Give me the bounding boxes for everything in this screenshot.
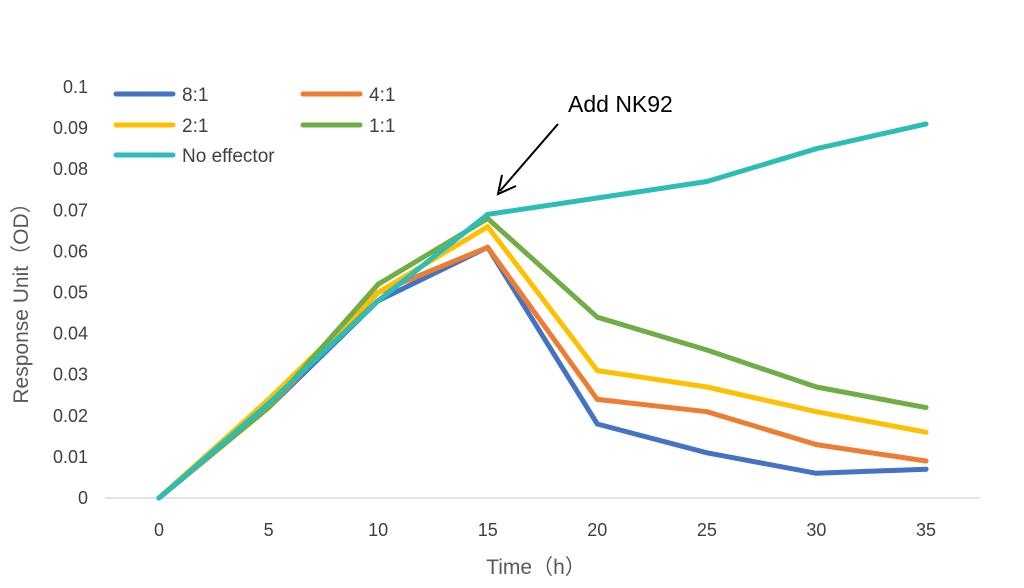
y-tick-label: 0.02 [53,406,88,426]
y-tick-label: 0.01 [53,447,88,467]
legend-label: 1:1 [369,116,395,137]
data-point [813,384,819,390]
data-point [375,298,381,304]
legend-label: 4:1 [369,85,395,106]
x-tick-label: 35 [916,520,936,540]
x-tick-label: 20 [587,520,607,540]
data-point [813,409,819,415]
x-tick-label: 15 [478,520,498,540]
data-point [923,429,929,435]
legend-label: 8:1 [182,85,208,106]
legend-item: No effector [113,146,275,167]
series-no-effector [156,121,929,501]
data-point [704,450,710,456]
legend: 8:1 4:1 2:1 1:1 No effector [113,85,395,167]
x-tick-label: 5 [264,520,274,540]
x-tick-label: 25 [697,520,717,540]
data-point [704,347,710,353]
series-4-1 [156,244,929,501]
y-tick-label: 0.04 [53,324,88,344]
data-point [266,401,272,406]
data-point [594,421,600,427]
x-axis-title: Time（h） [486,556,586,579]
data-point [594,195,600,201]
data-point [485,244,491,250]
annotation-arrowhead [496,174,517,196]
series-line [156,224,929,501]
data-point [375,281,381,287]
data-point [923,121,929,127]
annotation-arrow [499,123,559,192]
legend-item: 1:1 [300,116,395,137]
series-1-1 [156,216,929,501]
data-point [375,290,381,295]
data-point [923,458,929,464]
y-tick-label: 0.09 [53,118,88,138]
data-point [813,470,819,476]
data-point [485,224,491,230]
data-point [923,466,929,472]
legend-item: 4:1 [300,85,395,106]
data-point [594,396,600,402]
y-tick-label: 0 [78,488,88,508]
data-point [813,146,819,152]
data-point [704,409,710,415]
series-lines [156,121,929,501]
data-point [485,211,491,217]
data-point [594,314,600,320]
data-point [813,442,819,448]
series-line [156,216,929,501]
data-point [156,495,162,501]
x-tick-label: 0 [154,520,164,540]
y-tick-label: 0.08 [53,159,88,179]
annotation-label: Add NK92 [568,91,673,117]
annotation: Add NK92 [496,91,673,196]
y-tick-labels: 0 0.01 0.02 0.03 0.04 0.05 0.06 0.07 0.08 0.09 0.1 [53,77,88,508]
data-point [923,405,929,411]
y-tick-label: 0.03 [53,365,88,385]
data-point [704,179,710,184]
x-tick-label: 30 [806,520,826,540]
series-line [156,244,929,501]
y-tick-label: 0.05 [53,283,88,303]
y-tick-label: 0.07 [53,200,88,220]
legend-label: 2:1 [182,116,208,137]
legend-label: No effector [182,146,275,167]
data-point [594,368,600,374]
series-8-1 [156,244,929,501]
y-tick-label: 0.1 [63,77,88,97]
x-tick-label: 10 [368,520,388,540]
y-tick-label: 0.06 [53,241,88,261]
data-point [704,384,710,390]
y-axis-title: Response Unit（OD） [10,192,33,403]
legend-item: 8:1 [113,85,208,106]
legend-item: 2:1 [113,116,208,137]
x-tick-labels: 0 5 10 15 20 25 30 35 [154,520,936,540]
series-line [156,121,929,501]
series-line [156,244,929,501]
